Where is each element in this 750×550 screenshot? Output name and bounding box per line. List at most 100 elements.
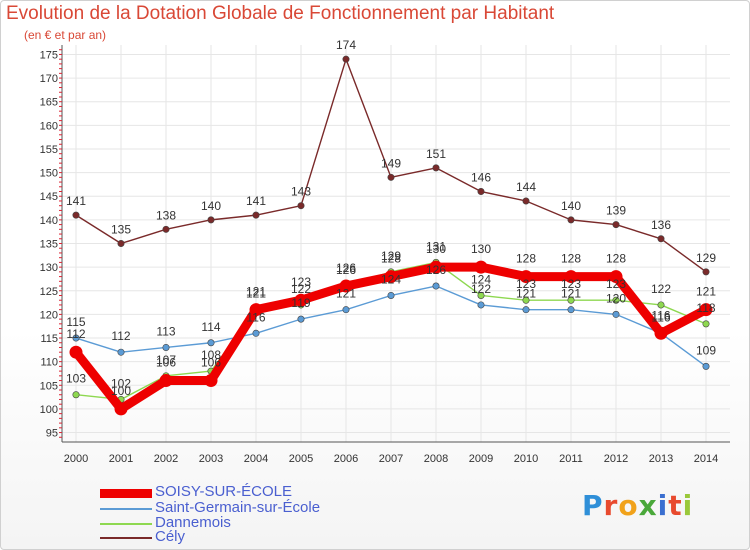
data-label: 116 <box>651 308 670 322</box>
data-point <box>519 270 533 284</box>
x-tick-label: 2003 <box>199 453 223 465</box>
data-point <box>612 310 620 318</box>
data-label: 103 <box>66 372 86 386</box>
data-point <box>432 164 440 172</box>
data-label: 116 <box>246 310 265 324</box>
data-label: 116 <box>651 310 670 324</box>
y-tick-label: 125 <box>40 286 58 298</box>
data-label: 122 <box>651 282 671 296</box>
data-label: 128 <box>561 252 581 266</box>
y-tick-label: 105 <box>40 380 58 392</box>
data-label: 123 <box>561 277 581 291</box>
data-label: 123 <box>291 275 311 289</box>
data-label: 121 <box>336 287 356 301</box>
data-point <box>657 235 665 243</box>
data-label: 108 <box>201 348 221 362</box>
data-label: 130 <box>426 242 446 256</box>
logo-letter: t <box>668 489 683 522</box>
data-point <box>204 374 218 388</box>
data-label: 112 <box>66 327 85 341</box>
y-tick-label: 100 <box>40 404 58 416</box>
data-label: 115 <box>66 315 85 329</box>
data-point <box>387 173 395 181</box>
x-tick-label: 2011 <box>559 453 583 465</box>
data-point <box>294 293 308 307</box>
data-point <box>69 345 83 359</box>
data-point <box>477 291 485 299</box>
data-label: 174 <box>336 38 356 52</box>
x-tick-label: 2013 <box>649 453 673 465</box>
data-label: 123 <box>606 277 626 291</box>
data-point <box>522 296 530 304</box>
data-label: 126 <box>336 261 356 275</box>
data-label: 151 <box>426 147 446 161</box>
data-point <box>699 303 713 317</box>
chart-title: Evolution de la Dotation Globale de Fonc… <box>6 3 555 24</box>
legend-swatch-saint-germain <box>100 508 152 510</box>
data-label: 122 <box>471 282 491 296</box>
y-tick-label: 170 <box>40 73 58 85</box>
legend-label-dannemois: Dannemois <box>155 514 231 531</box>
data-label: 114 <box>201 320 220 334</box>
data-label: 129 <box>381 249 401 263</box>
legend-label-saint-germain: Saint-Germain-sur-École <box>155 499 321 516</box>
data-label: 124 <box>381 272 401 286</box>
data-point <box>384 270 398 284</box>
proxiti-logo: Proxiti <box>582 489 693 522</box>
x-tick-label: 2009 <box>469 453 493 465</box>
data-label: 141 <box>246 194 266 208</box>
data-point <box>522 197 530 205</box>
data-label: 128 <box>516 252 536 266</box>
y-tick-label: 135 <box>40 239 58 251</box>
logo-letter: x <box>638 489 658 522</box>
y-tick-label: 95 <box>46 428 58 440</box>
data-label: 124 <box>471 272 491 286</box>
data-point <box>654 326 668 340</box>
data-point <box>297 315 305 323</box>
x-tick-label: 2008 <box>424 453 448 465</box>
data-label: 113 <box>156 324 175 338</box>
data-label: 140 <box>201 199 221 213</box>
data-point <box>432 282 440 290</box>
y-tick-label: 175 <box>40 49 58 61</box>
data-label: 121 <box>561 287 581 301</box>
x-tick-label: 2010 <box>514 453 538 465</box>
data-point <box>72 334 80 342</box>
data-label: 112 <box>111 329 130 343</box>
data-label: 138 <box>156 208 176 222</box>
data-label: 141 <box>66 194 86 208</box>
x-tick-label: 2006 <box>334 453 358 465</box>
data-point <box>297 202 305 210</box>
data-point <box>117 348 125 356</box>
x-tick-label: 2007 <box>379 453 403 465</box>
logo-letter: P <box>582 489 604 522</box>
y-tick-label: 150 <box>40 168 58 180</box>
y-tick-label: 120 <box>40 309 58 321</box>
data-label: 126 <box>426 263 446 277</box>
data-point <box>612 296 620 304</box>
data-label: 130 <box>471 242 491 256</box>
data-point <box>162 343 170 351</box>
data-label: 106 <box>201 356 221 370</box>
legend-label-cely: Cély <box>155 528 186 545</box>
data-point <box>567 296 575 304</box>
data-label: 118 <box>696 301 715 315</box>
legend-swatch-dannemois <box>100 523 152 525</box>
x-tick-label: 2000 <box>64 453 88 465</box>
data-point <box>72 391 80 399</box>
data-label: 128 <box>381 252 401 266</box>
data-point <box>117 240 125 248</box>
data-label: 100 <box>111 384 131 398</box>
data-point <box>522 306 530 314</box>
x-tick-label: 2005 <box>289 453 313 465</box>
data-point <box>702 362 710 370</box>
y-tick-label: 115 <box>40 333 58 345</box>
x-tick-label: 2002 <box>154 453 178 465</box>
legend-label-soisy: SOISY-SUR-ÉCOLE <box>155 483 292 500</box>
data-point <box>159 374 173 388</box>
data-label: 123 <box>516 277 536 291</box>
y-tick-label: 165 <box>40 97 58 109</box>
data-label: 131 <box>426 239 446 253</box>
